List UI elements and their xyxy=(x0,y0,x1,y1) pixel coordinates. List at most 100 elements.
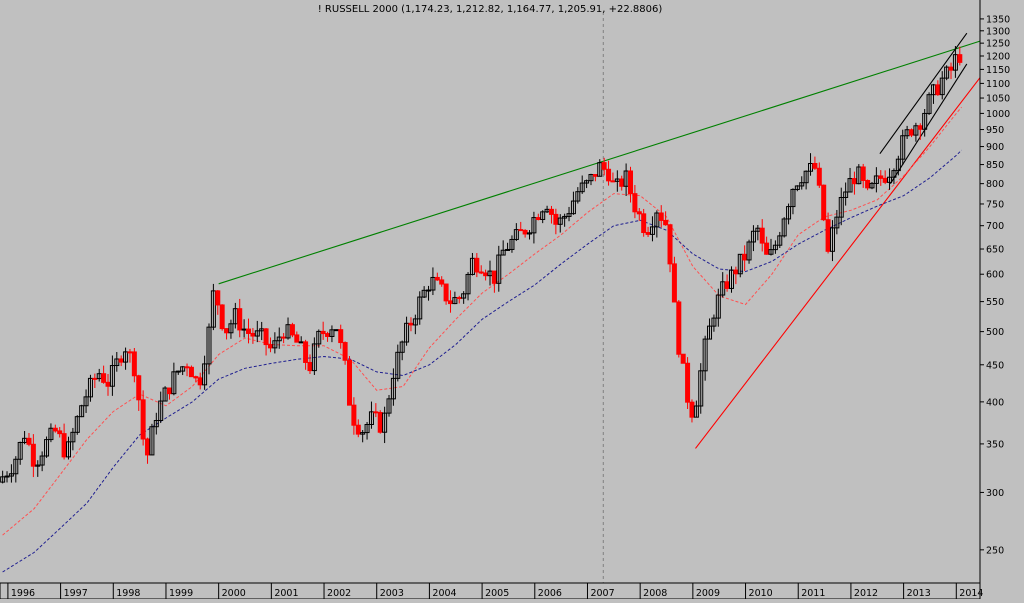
price-bars xyxy=(0,46,963,484)
price-candle-up xyxy=(737,253,743,275)
price-candle-up xyxy=(891,170,897,178)
price-candle-up xyxy=(540,211,546,220)
price-candle-up xyxy=(206,326,212,365)
price-candle-down xyxy=(680,353,686,364)
price-candle-up xyxy=(83,396,89,407)
price-candle-up xyxy=(74,416,80,433)
y-tick-label: 550 xyxy=(986,297,1004,308)
price-candle-down xyxy=(851,178,857,185)
y-tick-label: 250 xyxy=(986,545,1004,556)
price-candle-up xyxy=(390,377,396,400)
price-candle-down xyxy=(166,387,172,395)
price-candle-down xyxy=(145,438,151,456)
price-candle-down xyxy=(610,180,616,183)
price-candle-down xyxy=(645,232,651,235)
price-candle-up xyxy=(360,432,366,435)
price-candle-down xyxy=(443,283,449,302)
price-candle-down xyxy=(439,279,445,285)
price-candle-down xyxy=(118,358,124,363)
price-candle-up xyxy=(728,269,734,289)
price-candle-up xyxy=(693,405,699,418)
price-candle-up xyxy=(746,241,752,261)
price-candle-down xyxy=(764,242,770,255)
price-candle-up xyxy=(768,249,774,255)
price-candle-up xyxy=(698,370,704,407)
price-candle-down xyxy=(246,328,252,334)
price-candle-up xyxy=(588,174,594,182)
price-candle-up xyxy=(557,217,563,225)
price-candle-up xyxy=(412,318,418,326)
price-candle-down xyxy=(281,336,287,339)
y-tick-label: 500 xyxy=(986,327,1004,338)
x-tick-label: 2008 xyxy=(643,588,667,599)
price-candle-up xyxy=(847,178,853,193)
price-candle-up xyxy=(162,387,168,402)
y-tick-label: 1200 xyxy=(986,51,1010,62)
price-candle-up xyxy=(399,341,405,353)
price-candle-down xyxy=(478,271,484,274)
price-candle-up xyxy=(87,377,93,398)
x-axis: 1996 1997 1998 1999 2000 2001 2002 2003 2004 2005… xyxy=(0,582,983,600)
y-tick-label: 300 xyxy=(986,488,1004,499)
y-tick-label: 1150 xyxy=(986,65,1010,76)
price-candle-down xyxy=(689,401,695,418)
price-candle-down xyxy=(307,361,313,372)
price-candle-up xyxy=(13,458,19,475)
x-tick-label: 1997 xyxy=(64,588,88,599)
x-tick-label: 2010 xyxy=(749,588,773,599)
price-candle-up xyxy=(254,330,260,337)
price-candle-down xyxy=(373,411,379,414)
x-tick-label: 2006 xyxy=(538,588,562,599)
price-candle-up xyxy=(202,363,208,386)
price-candle-down xyxy=(136,375,142,401)
price-candle-up xyxy=(364,424,370,434)
price-candle-up xyxy=(465,273,471,295)
x-tick-label: 2001 xyxy=(274,588,298,599)
price-candle-down xyxy=(52,427,58,432)
x-tick-label: 2002 xyxy=(327,588,351,599)
price-candle-up xyxy=(887,176,893,183)
price-candle-down xyxy=(641,213,647,234)
price-candle-up xyxy=(311,343,317,372)
price-candle-up xyxy=(123,351,129,363)
price-candle-down xyxy=(865,179,871,189)
price-candle-down xyxy=(263,328,269,346)
price-candle-up xyxy=(711,317,717,327)
y-tick-label: 1000 xyxy=(986,109,1010,120)
price-candle-up xyxy=(17,441,23,460)
price-candle-down xyxy=(724,281,730,289)
price-candle-up xyxy=(790,188,796,208)
price-candle-down xyxy=(325,333,331,337)
price-candle-down xyxy=(878,175,884,179)
price-candle-up xyxy=(48,427,54,441)
price-candle-up xyxy=(584,180,590,184)
price-candle-down xyxy=(197,377,203,386)
y-tick-label: 600 xyxy=(986,270,1004,281)
price-candle-up xyxy=(70,431,76,443)
price-candle-up xyxy=(109,365,115,387)
x-tick-label: 2005 xyxy=(485,588,509,599)
price-candle-up xyxy=(44,439,50,457)
price-candle-down xyxy=(338,329,344,344)
price-candle-up xyxy=(777,235,783,246)
x-tick-label: 2009 xyxy=(696,588,720,599)
price-candle-up xyxy=(316,330,322,345)
price-candle-up xyxy=(39,455,45,466)
price-candle-down xyxy=(491,270,497,284)
price-candle-down xyxy=(303,341,309,363)
price-candle-down xyxy=(127,351,133,354)
price-candle-down xyxy=(882,177,888,183)
y-tick-label: 800 xyxy=(986,179,1004,190)
y-tick-label: 700 xyxy=(986,221,1004,232)
y-tick-label: 1250 xyxy=(986,39,1010,50)
price-candle-up xyxy=(913,125,919,136)
y-tick-label: 1100 xyxy=(986,79,1010,90)
price-candle-down xyxy=(592,174,598,177)
price-candle-down xyxy=(140,399,146,440)
x-tick-label: 2011 xyxy=(801,588,825,599)
price-candle-down xyxy=(742,253,748,261)
price-candle-up xyxy=(421,289,427,298)
y-tick-label: 450 xyxy=(986,360,1004,371)
price-candle-down xyxy=(483,272,489,277)
